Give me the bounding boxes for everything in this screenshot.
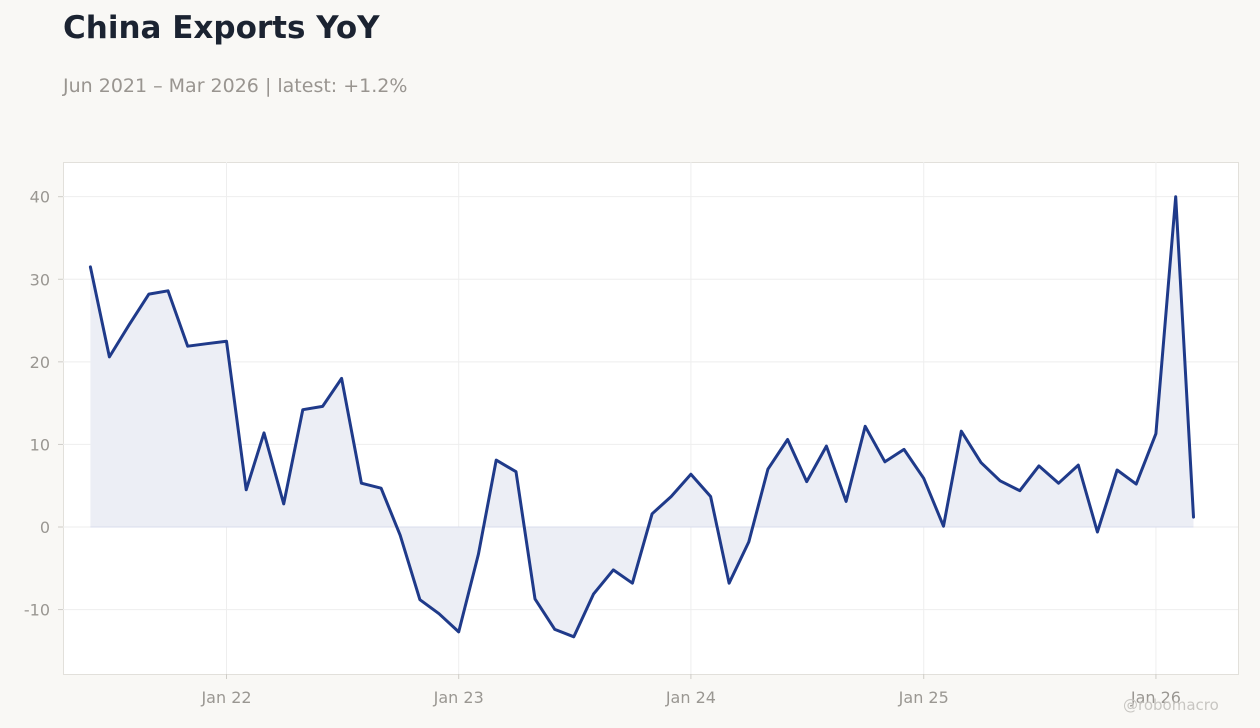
data-point xyxy=(245,488,248,491)
data-point xyxy=(709,495,712,498)
series-line xyxy=(88,195,1195,639)
data-point xyxy=(477,553,480,556)
data-point xyxy=(553,628,556,631)
data-point xyxy=(922,477,925,480)
y-tick-label: 20 xyxy=(30,353,50,372)
data-point xyxy=(1135,483,1138,486)
data-point xyxy=(282,502,285,505)
x-tick-label: Jan 25 xyxy=(898,688,949,707)
watermark: @robomacro xyxy=(1123,696,1219,714)
chart-subtitle: Jun 2021 – Mar 2026 | latest: +1.2% xyxy=(63,75,408,97)
data-point xyxy=(534,597,537,600)
data-point xyxy=(1116,469,1119,472)
data-point xyxy=(1154,432,1157,435)
x-axis-ticks: Jan 22 Jan 23 Jan 24 Jan 25 Jan 26 xyxy=(200,674,1181,707)
data-point xyxy=(612,568,615,571)
data-point xyxy=(1096,531,1099,534)
data-point xyxy=(301,408,304,411)
chart-title: China Exports YoY xyxy=(63,10,380,46)
data-point xyxy=(592,592,595,595)
data-point xyxy=(572,635,575,638)
data-point xyxy=(89,265,92,268)
data-point xyxy=(263,431,266,434)
data-point xyxy=(689,473,692,476)
data-point xyxy=(515,470,518,473)
data-point xyxy=(186,345,189,348)
data-point xyxy=(903,448,906,451)
data-point xyxy=(728,582,731,585)
data-point xyxy=(825,445,828,448)
data-point xyxy=(864,425,867,428)
data-point xyxy=(1037,464,1040,467)
y-tick-label: -10 xyxy=(24,601,50,620)
plot-area xyxy=(63,162,1239,675)
data-point xyxy=(1192,516,1195,519)
data-point xyxy=(147,293,150,296)
x-tick-label: Jan 24 xyxy=(665,688,716,707)
data-point xyxy=(418,598,421,601)
data-point xyxy=(321,405,324,408)
data-point xyxy=(786,438,789,441)
data-point xyxy=(980,461,983,464)
data-point xyxy=(960,430,963,433)
x-tick-label: Jan 22 xyxy=(200,688,251,707)
x-tick-label: Jan 26 xyxy=(1130,688,1181,707)
data-point xyxy=(128,323,131,326)
data-point xyxy=(631,582,634,585)
y-tick-label: 0 xyxy=(40,518,50,537)
data-point xyxy=(380,487,383,490)
data-point xyxy=(999,479,1002,482)
data-point xyxy=(670,495,673,498)
x-tick-label: Jan 23 xyxy=(433,688,484,707)
data-point xyxy=(340,377,343,380)
data-point xyxy=(495,459,498,462)
data-point xyxy=(651,512,654,515)
data-point xyxy=(438,612,441,615)
data-point xyxy=(167,289,170,292)
data-point xyxy=(805,480,808,483)
data-point xyxy=(747,540,750,543)
data-point xyxy=(1057,482,1060,485)
data-point xyxy=(225,340,228,343)
data-point xyxy=(205,342,208,345)
data-point xyxy=(1174,195,1177,198)
y-axis-ticks: -10 0 10 20 30 40 xyxy=(24,188,63,620)
data-point xyxy=(766,468,769,471)
data-point xyxy=(108,355,111,358)
y-tick-label: 40 xyxy=(30,188,50,207)
data-point xyxy=(457,630,460,633)
data-point xyxy=(1018,489,1021,492)
data-point xyxy=(399,534,402,537)
y-tick-label: 30 xyxy=(30,270,50,289)
data-point xyxy=(360,482,363,485)
data-point xyxy=(883,460,886,463)
y-tick-label: 10 xyxy=(30,435,50,454)
data-point xyxy=(1077,464,1080,467)
data-point xyxy=(845,500,848,503)
data-point xyxy=(942,525,945,528)
